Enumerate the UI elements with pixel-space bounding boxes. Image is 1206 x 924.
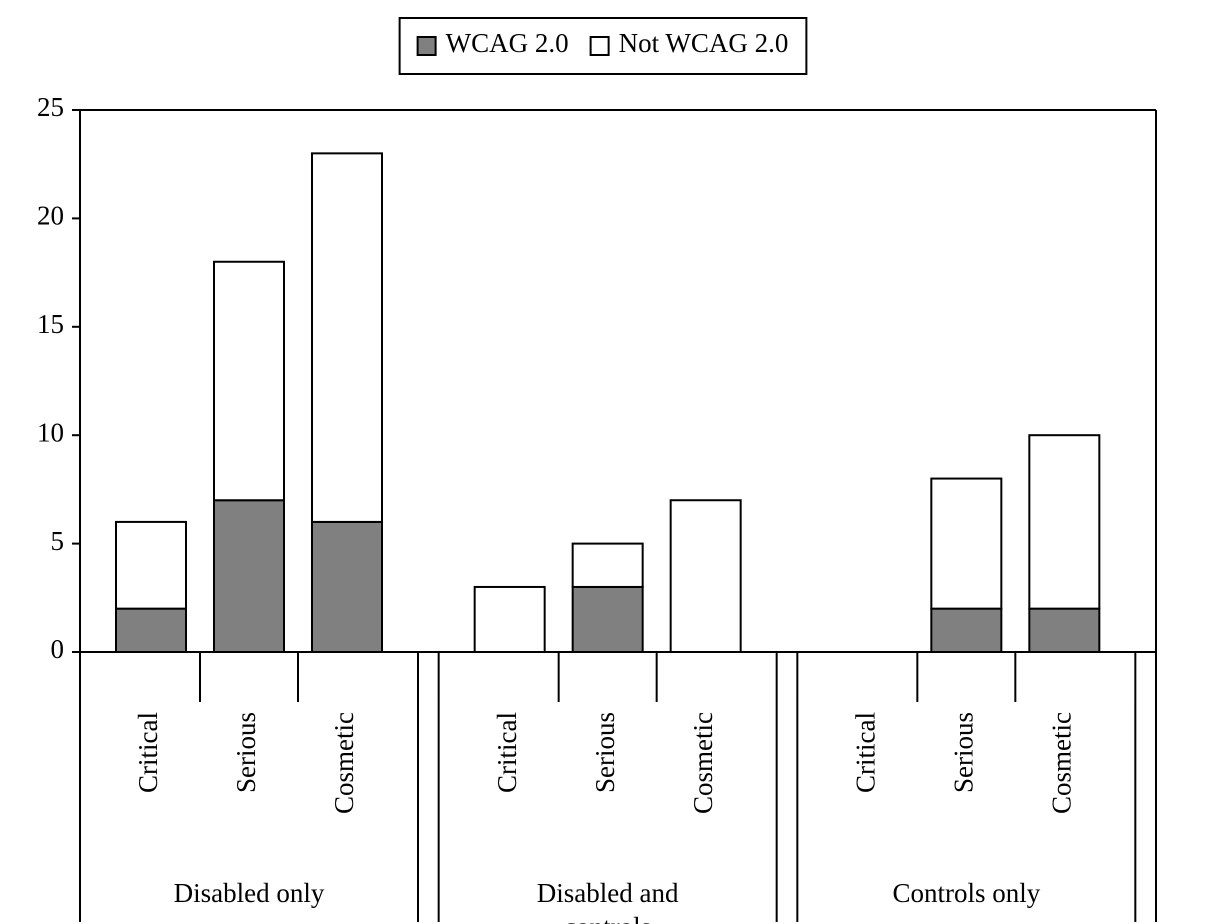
legend-label: WCAG 2.0 — [446, 28, 569, 58]
bar-segment-not_wcag — [214, 262, 284, 500]
bar-segment-not_wcag — [931, 479, 1001, 609]
bar-segment-not_wcag — [116, 522, 186, 609]
bar-segment-not_wcag — [573, 544, 643, 587]
bar-segment-not_wcag — [671, 500, 741, 652]
bar-segment-wcag — [573, 587, 643, 652]
category-label: Critical — [851, 712, 881, 793]
category-label: Critical — [492, 712, 522, 793]
category-label: Cosmetic — [688, 712, 718, 814]
bar-segment-wcag — [312, 522, 382, 652]
bar-segment-wcag — [931, 609, 1001, 652]
group-label: Controls only — [892, 878, 1040, 908]
bar-segment-wcag — [1029, 609, 1099, 652]
y-tick-label: 0 — [51, 634, 65, 664]
bar-segment-wcag — [214, 500, 284, 652]
category-label: Serious — [231, 712, 261, 793]
y-tick-label: 10 — [37, 417, 64, 447]
category-label: Cosmetic — [1047, 712, 1077, 814]
chart-wrapper: 0 5 10 15 20 25 Critical Serious Cosmetic Disable… — [0, 0, 1206, 924]
bar-segment-not_wcag — [1029, 435, 1099, 608]
y-tick-label: 15 — [37, 309, 64, 339]
legend-swatch — [591, 37, 609, 55]
category-label: Serious — [590, 712, 620, 793]
category-label: Serious — [949, 712, 979, 793]
category-label: Critical — [133, 712, 163, 793]
bar-segment-not_wcag — [312, 153, 382, 522]
bar-segment-wcag — [116, 609, 186, 652]
group-label: Disabled and — [537, 878, 679, 908]
bar-segment-not_wcag — [475, 587, 545, 652]
y-tick-label: 20 — [37, 201, 64, 231]
y-tick-label: 5 — [51, 526, 65, 556]
group-label: Disabled only — [174, 878, 325, 908]
legend-swatch — [418, 37, 436, 55]
legend-label: Not WCAG 2.0 — [619, 28, 789, 58]
category-label: Cosmetic — [329, 712, 359, 814]
stacked-bar-chart: 0 5 10 15 20 25 Critical Serious Cosmetic Disable… — [0, 0, 1206, 924]
y-tick-label: 25 — [37, 92, 64, 122]
group-label: controls — [564, 912, 651, 924]
